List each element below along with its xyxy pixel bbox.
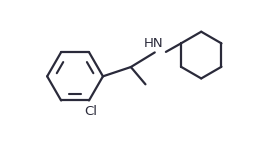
Text: HN: HN xyxy=(144,37,163,50)
Text: Cl: Cl xyxy=(84,105,97,118)
